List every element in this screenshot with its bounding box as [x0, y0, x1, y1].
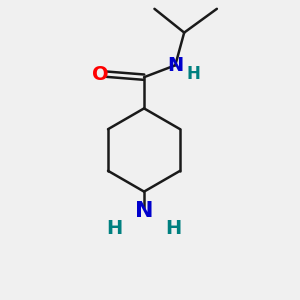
Text: O: O	[92, 65, 109, 84]
Text: H: H	[106, 219, 122, 238]
Text: H: H	[166, 219, 182, 238]
Text: H: H	[186, 65, 200, 83]
Text: N: N	[135, 201, 153, 221]
Text: N: N	[167, 56, 183, 75]
